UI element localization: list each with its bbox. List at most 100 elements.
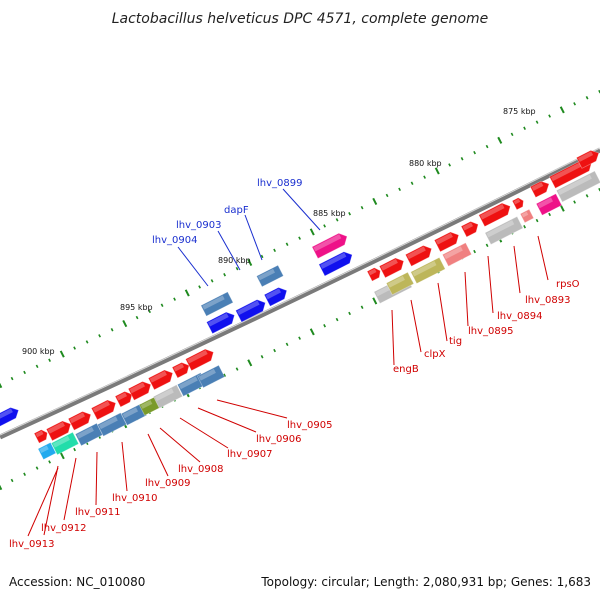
gene-feature (410, 256, 446, 285)
scale-tick (160, 303, 164, 307)
scale-tick (398, 187, 401, 192)
gene-feature (256, 264, 284, 288)
gene-feature (263, 287, 288, 307)
scale-label-880: 880 kbp (409, 159, 442, 168)
scale-tick (348, 311, 351, 316)
leader-line (159, 427, 201, 463)
scale-tick (210, 279, 214, 283)
scale-tick (285, 342, 289, 347)
scale-tick (385, 193, 389, 198)
leader-line (282, 188, 321, 231)
gene-feature (0, 407, 20, 428)
scale-tick (460, 157, 464, 161)
gene-feature (235, 299, 266, 323)
gene-feature (37, 441, 57, 461)
gene-feature (114, 391, 133, 408)
scale-tick (573, 102, 576, 106)
gene-label-lhv_0903: lhv_0903 (176, 220, 221, 231)
scale-label-885: 885 kbp (313, 209, 346, 218)
leader-line (95, 451, 98, 506)
scale-tick (410, 181, 414, 185)
scale-tick (559, 106, 565, 114)
gene-label-lhv_0905: lhv_0905 (287, 420, 332, 431)
scale-tick (585, 194, 589, 198)
gene-feature (33, 429, 48, 444)
leader-line (437, 282, 448, 342)
scale-tick (260, 355, 264, 359)
gene-label-lhv_0908: lhv_0908 (178, 464, 223, 475)
scale-tick (235, 367, 239, 371)
gene-feature (147, 369, 174, 391)
gene-label-lhv_0895: lhv_0895 (468, 326, 513, 337)
scale-tick (85, 340, 89, 344)
gene-feature (96, 412, 128, 437)
scale-tick (273, 248, 276, 253)
scale-tick (309, 328, 315, 336)
gene-feature (548, 159, 593, 189)
gene-label-lhv_0913: lhv_0913 (9, 539, 54, 550)
gene-feature (45, 420, 72, 442)
scale-tick (360, 205, 364, 210)
gene-label-dapF: dapF (224, 205, 249, 216)
leader-line (177, 246, 209, 287)
scale-tick (434, 167, 440, 175)
gene-label-lhv_0899: lhv_0899 (257, 178, 302, 189)
scale-tick (35, 364, 39, 369)
scale-label-900: 900 kbp (22, 347, 55, 356)
leader-line (391, 309, 395, 366)
gene-feature (441, 242, 473, 267)
gene-feature (196, 364, 226, 389)
gene-feature (152, 384, 184, 409)
scale-tick (122, 319, 128, 328)
gene-feature (433, 231, 460, 253)
gene-feature (529, 180, 550, 198)
scale-tick (247, 359, 253, 367)
leader-line (121, 441, 128, 492)
gene-feature (200, 291, 234, 317)
scale-tick (0, 482, 3, 491)
leader-line (244, 214, 263, 261)
gene-label-lhv_0910: lhv_0910 (112, 493, 157, 504)
scale-tick (535, 218, 539, 223)
scale-tick (223, 273, 226, 277)
scale-label-875: 875 kbp (503, 107, 536, 116)
scale-tick (485, 243, 489, 248)
accession-text: Accession: NC_010080 (9, 575, 145, 589)
scale-tick (198, 285, 201, 289)
scale-tick (448, 163, 451, 167)
scale-label-895: 895 kbp (120, 303, 153, 312)
scale-tick (73, 346, 76, 350)
scale-tick (98, 334, 101, 338)
scale-tick (523, 126, 526, 130)
scale-tick (23, 370, 26, 375)
gene-feature (511, 197, 524, 211)
scale-tick (223, 373, 226, 377)
scale-tick (485, 144, 489, 149)
gene-feature (385, 271, 415, 296)
scale-tick (298, 236, 301, 240)
gene-feature (171, 362, 190, 379)
genome-summary-text: Topology: circular; Length: 2,080,931 bp… (260, 575, 591, 589)
map-title: Lactobacillus helveticus DPC 4571, compl… (112, 11, 489, 27)
leader-line (43, 465, 59, 536)
scale-tick (309, 228, 315, 236)
gene-feature (318, 251, 353, 277)
leader-line (27, 467, 59, 537)
gene-feature (378, 257, 405, 279)
leader-line (537, 235, 549, 281)
top-strand-labels: lhv_0899 dapF lhv_0903 lhv_0904 (152, 178, 302, 246)
gene-feature (535, 193, 563, 216)
gene-feature (460, 221, 479, 238)
scale-tick (548, 212, 551, 217)
scale-tick (548, 114, 551, 118)
gene-feature (127, 381, 152, 401)
leader-line (410, 299, 422, 353)
scale-tick (273, 348, 276, 353)
scale-tick (473, 249, 476, 254)
leader-line (513, 245, 521, 294)
gene-feature (366, 267, 381, 282)
scale-tick (559, 204, 565, 212)
scale-tick (335, 317, 339, 322)
gene-feature (90, 399, 117, 421)
